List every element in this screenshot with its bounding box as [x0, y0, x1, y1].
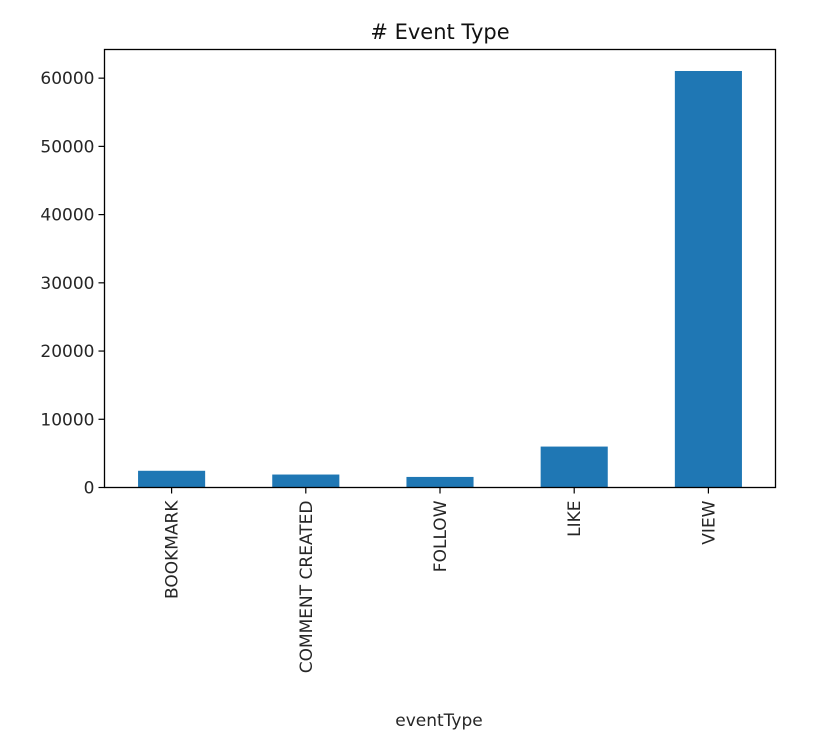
x-axis-label: eventType	[395, 711, 482, 731]
y-tick-label: 60000	[40, 69, 94, 89]
bar-view	[674, 70, 742, 488]
x-tick-label: BOOKMARK	[163, 500, 183, 599]
x-tick-label: FOLLOW	[431, 500, 451, 572]
bar-comment-created	[272, 474, 340, 488]
x-axis-ticks: BOOKMARK COMMENT CREATED FOLLOW LIKE VIEW	[163, 487, 719, 674]
plot-frame	[103, 48, 777, 489]
x-tick-label: COMMENT CREATED	[297, 501, 317, 674]
x-tick-label: LIKE	[565, 501, 585, 537]
y-tick-label: 10000	[40, 410, 94, 430]
y-tick-label: 50000	[40, 137, 94, 157]
y-tick-label: 30000	[40, 274, 94, 294]
y-tick-label: 20000	[40, 342, 94, 362]
bar-bookmark	[138, 470, 206, 488]
bars-group	[138, 70, 742, 488]
y-tick-label: 0	[84, 479, 95, 499]
bar-like	[540, 446, 608, 488]
bar-follow	[406, 476, 474, 488]
chart-title: # Event Type	[370, 20, 509, 44]
x-tick-label: VIEW	[699, 500, 719, 544]
y-tick-label: 40000	[40, 206, 94, 226]
y-axis-ticks: 0 10000 20000 30000 40000 50000 60000	[40, 69, 105, 499]
